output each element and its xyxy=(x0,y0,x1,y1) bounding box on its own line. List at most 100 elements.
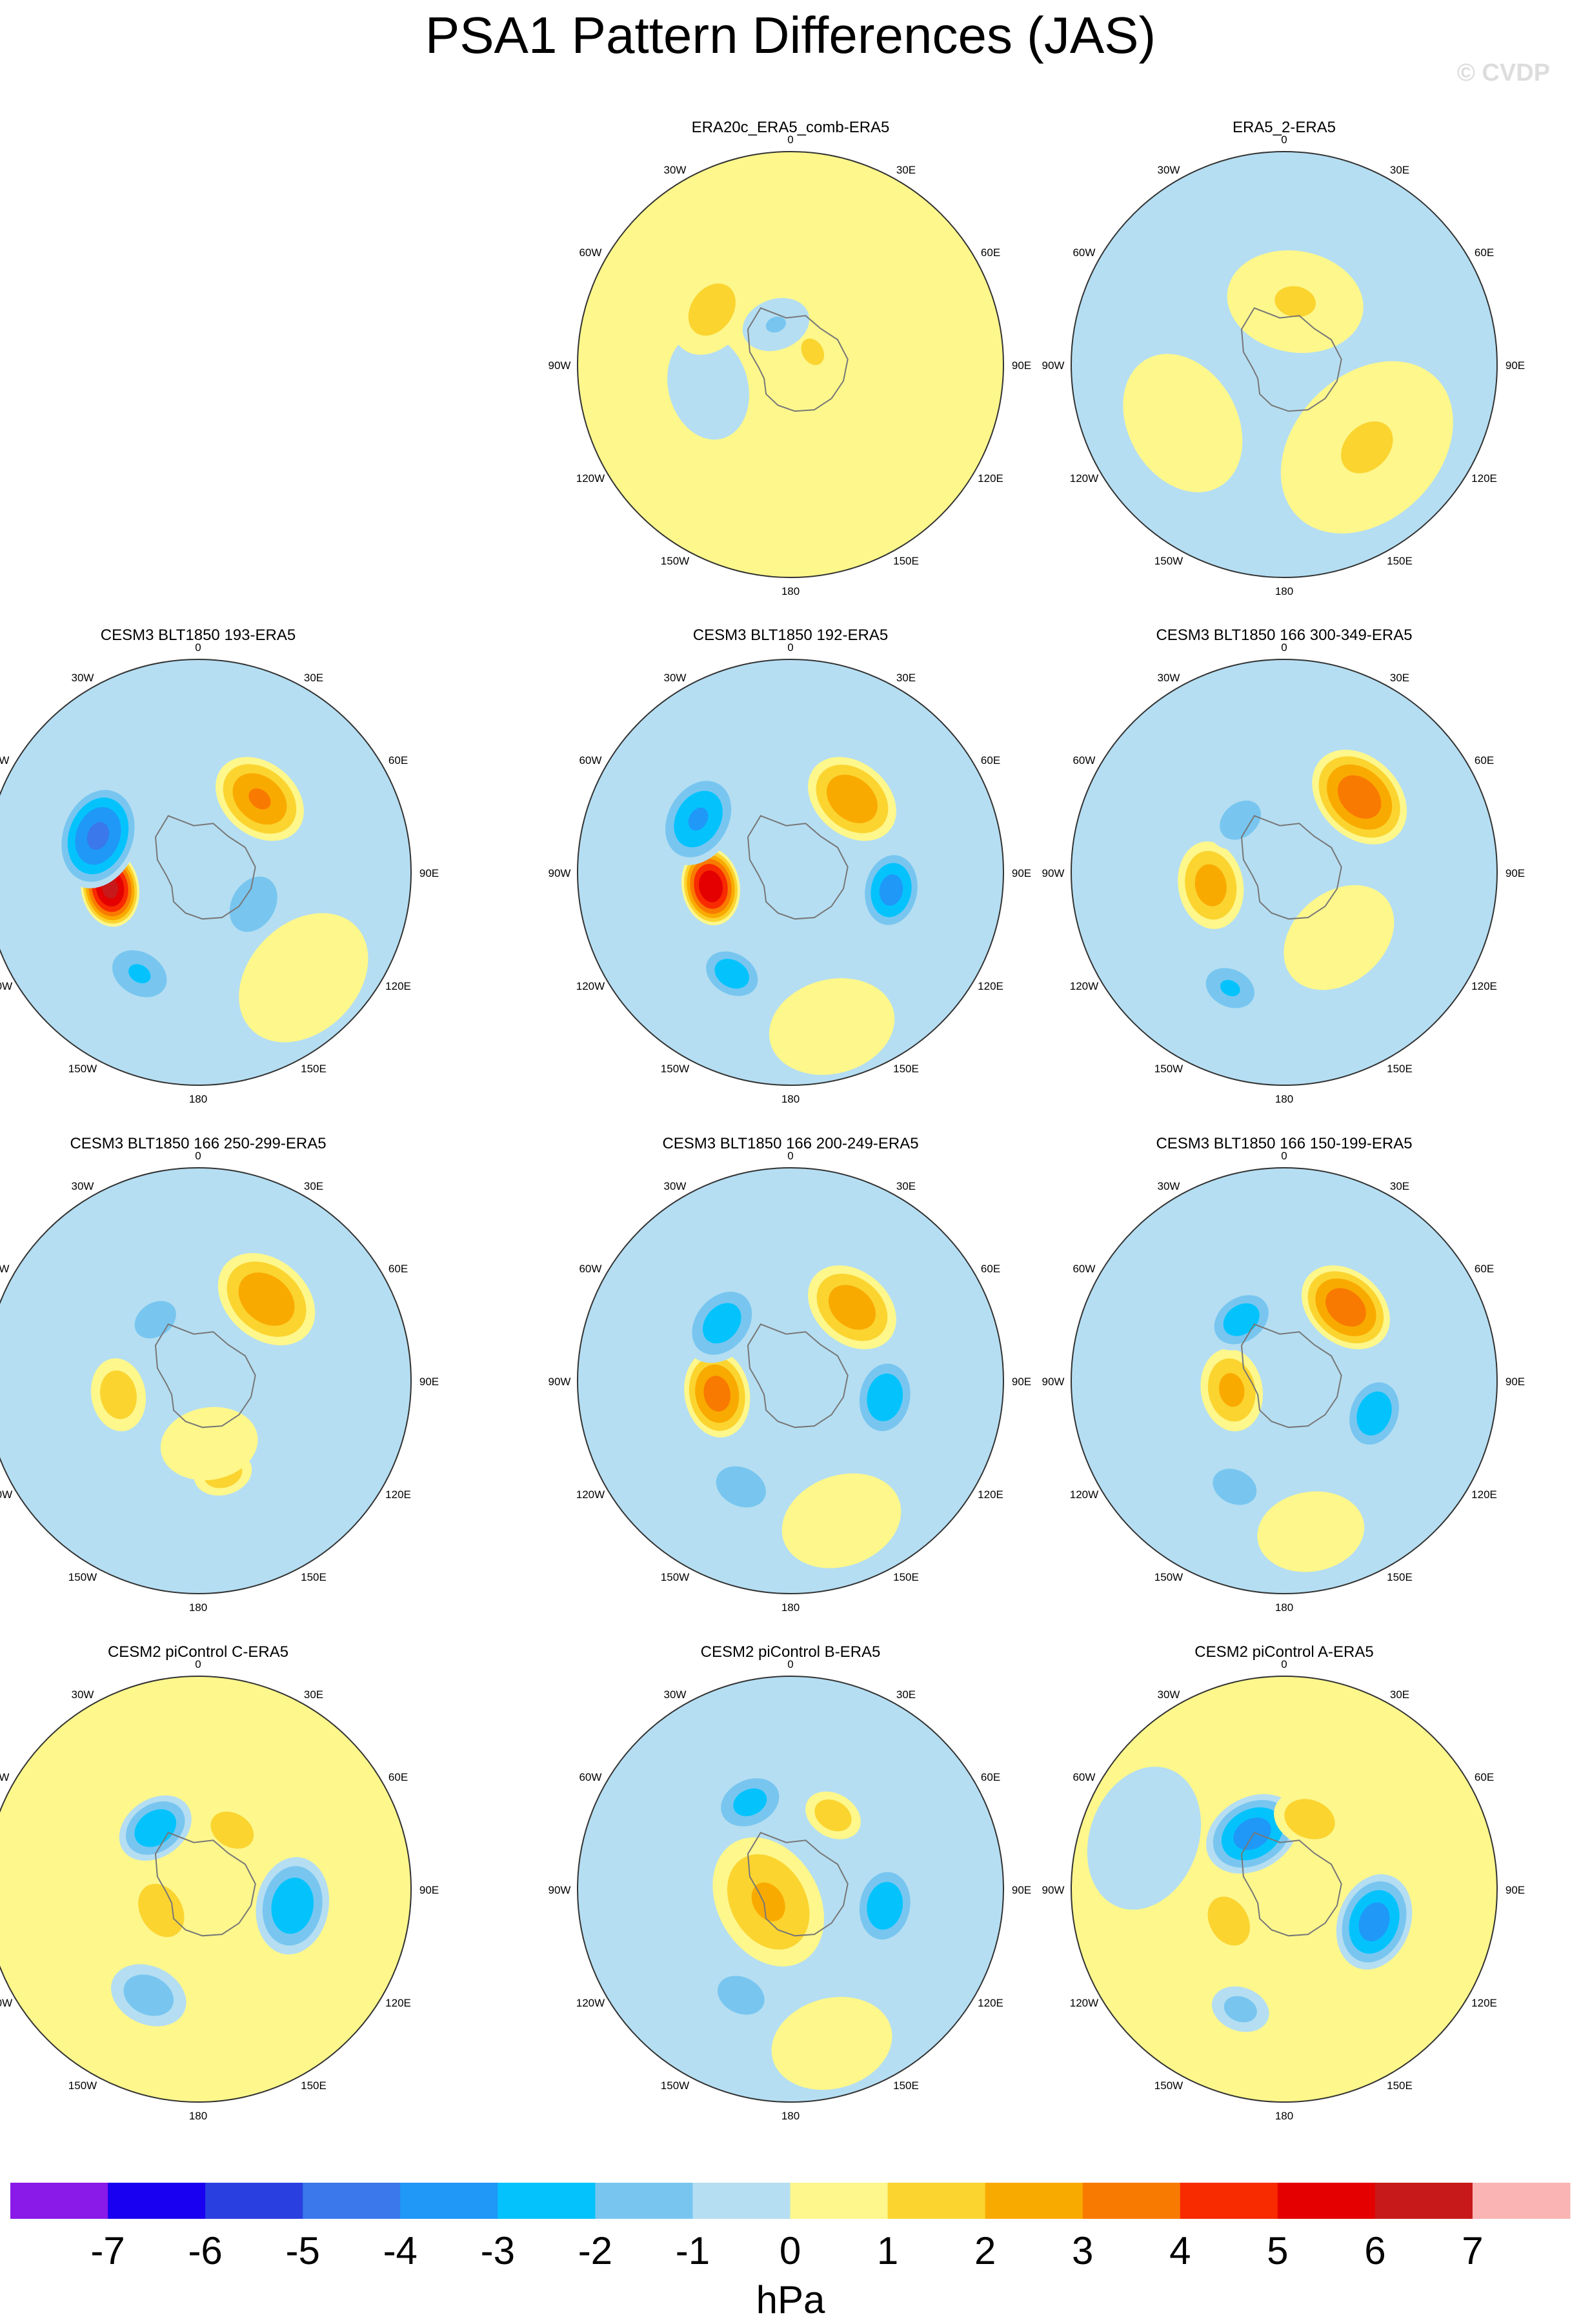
contour-level xyxy=(1284,885,1395,990)
pressure-field xyxy=(1071,1168,1497,1594)
longitude-label: 150W xyxy=(1154,1571,1183,1583)
map-boundary xyxy=(577,1167,1004,1594)
high-anomaly xyxy=(1274,1790,1345,1848)
longitude-label: 150W xyxy=(661,555,689,567)
longitude-label: 120E xyxy=(1471,472,1497,485)
map-boundary xyxy=(0,1676,412,2103)
high-anomaly xyxy=(1302,1265,1390,1350)
contour-level xyxy=(248,788,271,810)
pressure-field xyxy=(0,1168,411,1594)
colorbar-swatch xyxy=(303,2183,401,2219)
low-anomaly xyxy=(667,333,749,440)
high-anomaly xyxy=(90,1358,146,1432)
contour-level xyxy=(238,1272,295,1326)
high-anomaly xyxy=(1280,361,1453,534)
contour-level xyxy=(698,870,723,903)
longitude-label: 60E xyxy=(388,754,408,766)
contour-level xyxy=(714,959,749,989)
contour-level xyxy=(86,822,110,850)
high-anomaly xyxy=(121,1864,201,1957)
longitude-label: 180 xyxy=(1275,2110,1293,2122)
longitude-label: 150E xyxy=(1387,1571,1413,1583)
longitude-label: 180 xyxy=(781,2110,800,2122)
map-panels: ERA20c_ERA5_comb-ERA5030E60E90E120E150E1… xyxy=(0,119,1525,2122)
longitude-label: 30W xyxy=(1158,1688,1180,1701)
longitude-label: 120W xyxy=(1070,1997,1098,2009)
low-anomaly xyxy=(56,783,140,888)
contour-level xyxy=(781,1473,901,1568)
antarctica-outline xyxy=(1240,1323,1342,1428)
low-anomaly xyxy=(1209,790,1272,850)
antarctica-outline xyxy=(1240,307,1342,412)
contour-level xyxy=(271,1878,314,1934)
low-anomaly xyxy=(1202,1459,1268,1514)
low-anomaly xyxy=(705,1458,776,1516)
longitude-label: 0 xyxy=(1281,641,1287,654)
contour-level xyxy=(1194,864,1227,907)
longitude-label: 30E xyxy=(1390,1688,1409,1701)
figure-title: PSA1 Pattern Differences (JAS) xyxy=(425,6,1156,64)
longitude-label: 30W xyxy=(664,1688,687,1701)
field-background xyxy=(0,1676,411,2102)
low-anomaly xyxy=(700,946,765,1002)
longitude-label: 90W xyxy=(549,867,571,879)
antarctica-outline xyxy=(747,815,849,920)
colorbar-tick-label: 4 xyxy=(1169,2229,1191,2272)
contour-level xyxy=(867,1373,903,1421)
field-background xyxy=(578,659,1003,1085)
colorbar-swatch xyxy=(1180,2183,1278,2219)
colorbar-tick-label: -4 xyxy=(383,2229,418,2272)
longitude-label: 90E xyxy=(1012,359,1031,372)
longitude-label: 60E xyxy=(1475,246,1494,259)
low-anomaly xyxy=(256,1857,330,1955)
contour-level xyxy=(1358,1902,1390,1941)
longitude-label: 180 xyxy=(189,2110,207,2122)
longitude-label: 0 xyxy=(787,641,793,654)
pressure-field xyxy=(578,1676,1003,2102)
colorbar-swatch xyxy=(400,2183,498,2219)
longitude-label: 90E xyxy=(1012,1884,1031,1896)
field-background xyxy=(1071,1168,1497,1594)
longitude-label: 120E xyxy=(1471,980,1497,992)
low-anomaly xyxy=(705,1966,776,2025)
colorbar-tick-label: -6 xyxy=(188,2229,222,2272)
longitude-label: 90W xyxy=(1042,867,1065,879)
longitude-label: 0 xyxy=(787,1658,793,1670)
longitude-label: 60W xyxy=(579,1263,601,1275)
pressure-field xyxy=(578,659,1003,1085)
antarctica-outline xyxy=(747,1832,849,1937)
map-boundary xyxy=(1071,659,1498,1086)
low-anomaly xyxy=(853,1356,916,1439)
longitude-label: 60E xyxy=(388,1263,408,1275)
longitude-label: 120W xyxy=(1070,980,1098,992)
longitude-label: 90E xyxy=(419,867,439,879)
colorbar-swatch xyxy=(10,2183,108,2219)
antarctica-outline xyxy=(154,1832,256,1937)
longitude-label: 150W xyxy=(68,1063,97,1075)
panel-title: CESM3 BLT1850 166 250-299-ERA5 xyxy=(70,1135,326,1152)
contour-level xyxy=(765,316,787,333)
longitude-label: 90E xyxy=(419,1884,439,1896)
pressure-field xyxy=(1071,659,1497,1085)
longitude-label: 60E xyxy=(1475,1263,1494,1275)
longitude-label: 30E xyxy=(896,672,916,684)
longitude-label: 30E xyxy=(1390,672,1409,684)
longitude-label: 60W xyxy=(579,1771,601,1783)
longitude-label: 120W xyxy=(0,980,12,992)
contour-level xyxy=(867,1881,903,1930)
longitude-label: 150E xyxy=(301,2079,327,2092)
low-anomaly xyxy=(853,1864,916,1947)
panel-title: CESM3 BLT1850 193-ERA5 xyxy=(101,626,296,644)
longitude-label: 150E xyxy=(893,555,919,567)
longitude-label: 120E xyxy=(385,1997,411,2009)
high-anomaly xyxy=(239,913,368,1043)
longitude-label: 30W xyxy=(72,1688,94,1701)
longitude-label: 90E xyxy=(1505,359,1525,372)
